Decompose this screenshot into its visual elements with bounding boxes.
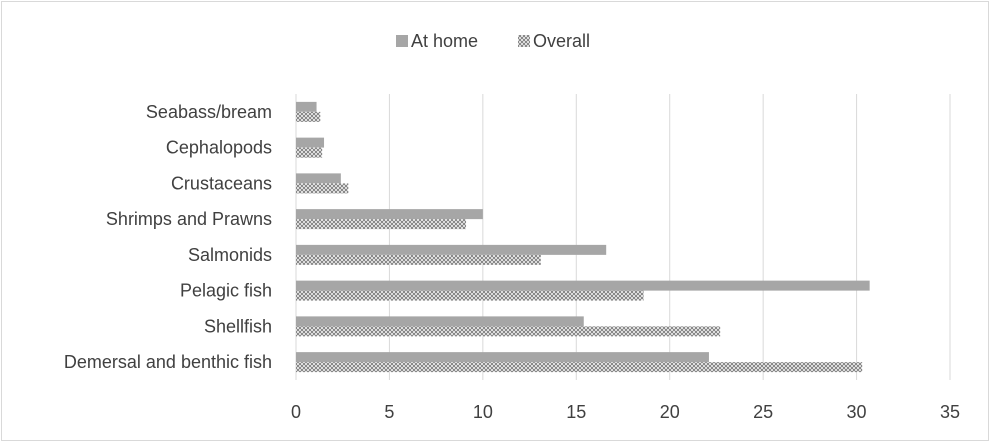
category-label: Cephalopods	[166, 138, 272, 158]
category-label: Pelagic fish	[180, 281, 272, 301]
bar-at-home	[296, 173, 341, 184]
bar-overall	[296, 147, 323, 158]
x-tick-label: 25	[753, 402, 773, 422]
category-labels: Seabass/bream Cephalopods Crustaceans Shrim…	[64, 102, 272, 372]
bar-overall	[296, 254, 541, 265]
legend-swatch-at-home	[396, 35, 408, 47]
legend: At home Overall	[396, 31, 590, 51]
x-tick-label: 30	[847, 402, 867, 422]
bar-overall	[296, 219, 467, 230]
bar-at-home	[296, 352, 709, 363]
category-label: Shrimps and Prawns	[106, 209, 272, 229]
bar-at-home	[296, 316, 584, 327]
category-label: Crustaceans	[171, 173, 272, 193]
category-label: Demersal and benthic fish	[64, 352, 272, 372]
bar-overall	[296, 183, 349, 194]
category-label: Shellfish	[204, 316, 272, 336]
bar-overall	[296, 362, 863, 373]
x-tick-label: 35	[940, 402, 960, 422]
bar-overall	[296, 326, 721, 337]
bar-at-home	[296, 280, 870, 291]
tick-labels: 0 5 10 15 20 25 30 35	[291, 402, 960, 422]
category-label: Seabass/bream	[146, 102, 272, 122]
x-tick-label: 20	[660, 402, 680, 422]
legend-swatch-overall	[518, 35, 530, 47]
gridlines	[295, 94, 951, 380]
bar-at-home	[296, 137, 325, 148]
x-tick-label: 5	[384, 402, 394, 422]
bars	[296, 101, 870, 373]
bar-at-home	[296, 209, 483, 220]
legend-label-overall: Overall	[533, 31, 590, 51]
legend-label-at-home: At home	[411, 31, 478, 51]
bar-at-home	[296, 244, 607, 255]
category-label: Salmonids	[188, 245, 272, 265]
x-tick-label: 0	[291, 402, 301, 422]
bar-overall	[296, 111, 321, 122]
bar-at-home	[296, 101, 317, 112]
bar-overall	[296, 290, 644, 301]
x-tick-label: 15	[566, 402, 586, 422]
x-tick-label: 10	[473, 402, 493, 422]
